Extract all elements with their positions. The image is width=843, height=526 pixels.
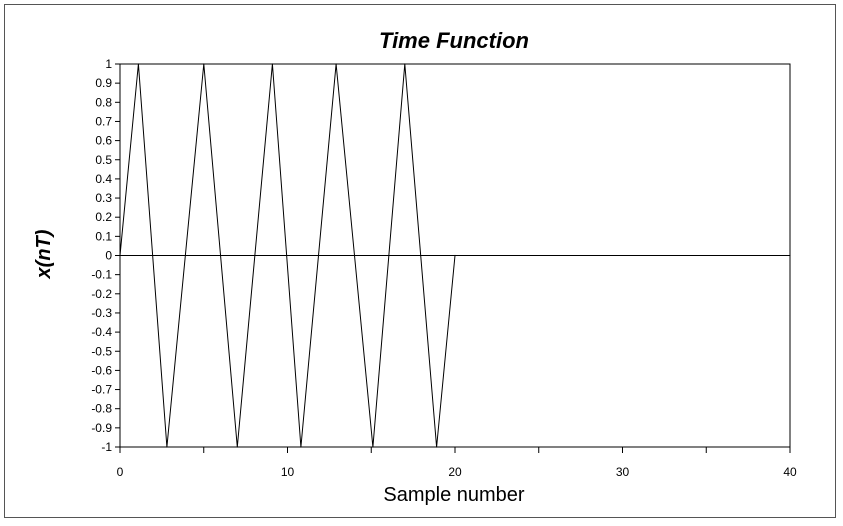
y-tick-label: -0.9	[91, 421, 112, 435]
data-point	[166, 446, 168, 448]
data-point	[404, 63, 406, 65]
data-point	[236, 446, 238, 448]
y-tick-label: 0	[105, 249, 112, 263]
x-axis-label: Sample number	[383, 484, 525, 506]
x-tick-label: 0	[117, 465, 124, 479]
data-point	[137, 63, 140, 65]
y-tick-label: 1	[105, 57, 112, 71]
data-point	[300, 446, 302, 448]
y-tick-label: 0.6	[95, 134, 112, 148]
data-point	[372, 446, 374, 448]
y-axis-label: x(nT)	[33, 229, 55, 279]
y-tick-label: -1	[101, 440, 112, 454]
y-tick-label: 0.4	[95, 172, 112, 186]
data-point	[335, 63, 337, 65]
y-tick-label: 0.5	[95, 153, 112, 167]
y-tick-label: 0.1	[95, 229, 112, 243]
y-tick-label: -0.6	[91, 363, 112, 377]
chart-title: Time Function	[379, 28, 529, 53]
y-tick-label: 0.9	[95, 76, 112, 90]
y-tick-label: 0.2	[95, 210, 112, 224]
data-point	[203, 63, 205, 65]
data-point	[454, 254, 456, 257]
series-group	[119, 63, 791, 448]
y-tick-label: -0.1	[91, 268, 112, 282]
y-tick-label: -0.5	[91, 344, 112, 358]
data-point	[119, 254, 121, 257]
axes-group: 1 0.9 0.8 0.7 0.6 0.5 0.4 0.3 0.2 0.1 0 -0.1 -0.2 -0.…	[91, 57, 797, 479]
data-point	[271, 63, 274, 65]
y-tick-label: -0.4	[91, 325, 112, 339]
y-tick-label: 0.7	[95, 114, 112, 128]
y-tick-label: -0.2	[91, 287, 112, 301]
y-tick-label: -0.8	[91, 402, 112, 416]
y-tick-label: -0.3	[91, 306, 112, 320]
y-tick-label: 0.3	[95, 191, 112, 205]
x-tick-label: 20	[448, 465, 462, 479]
x-tick-label: 10	[281, 465, 295, 479]
chart-frame	[4, 4, 836, 518]
x-tick-label: 40	[783, 465, 797, 479]
data-point	[789, 254, 791, 257]
x-tick-label: 30	[616, 465, 630, 479]
y-tick-label: -0.7	[91, 383, 112, 397]
y-tick-label: 0.8	[95, 95, 112, 109]
data-point	[435, 446, 438, 448]
